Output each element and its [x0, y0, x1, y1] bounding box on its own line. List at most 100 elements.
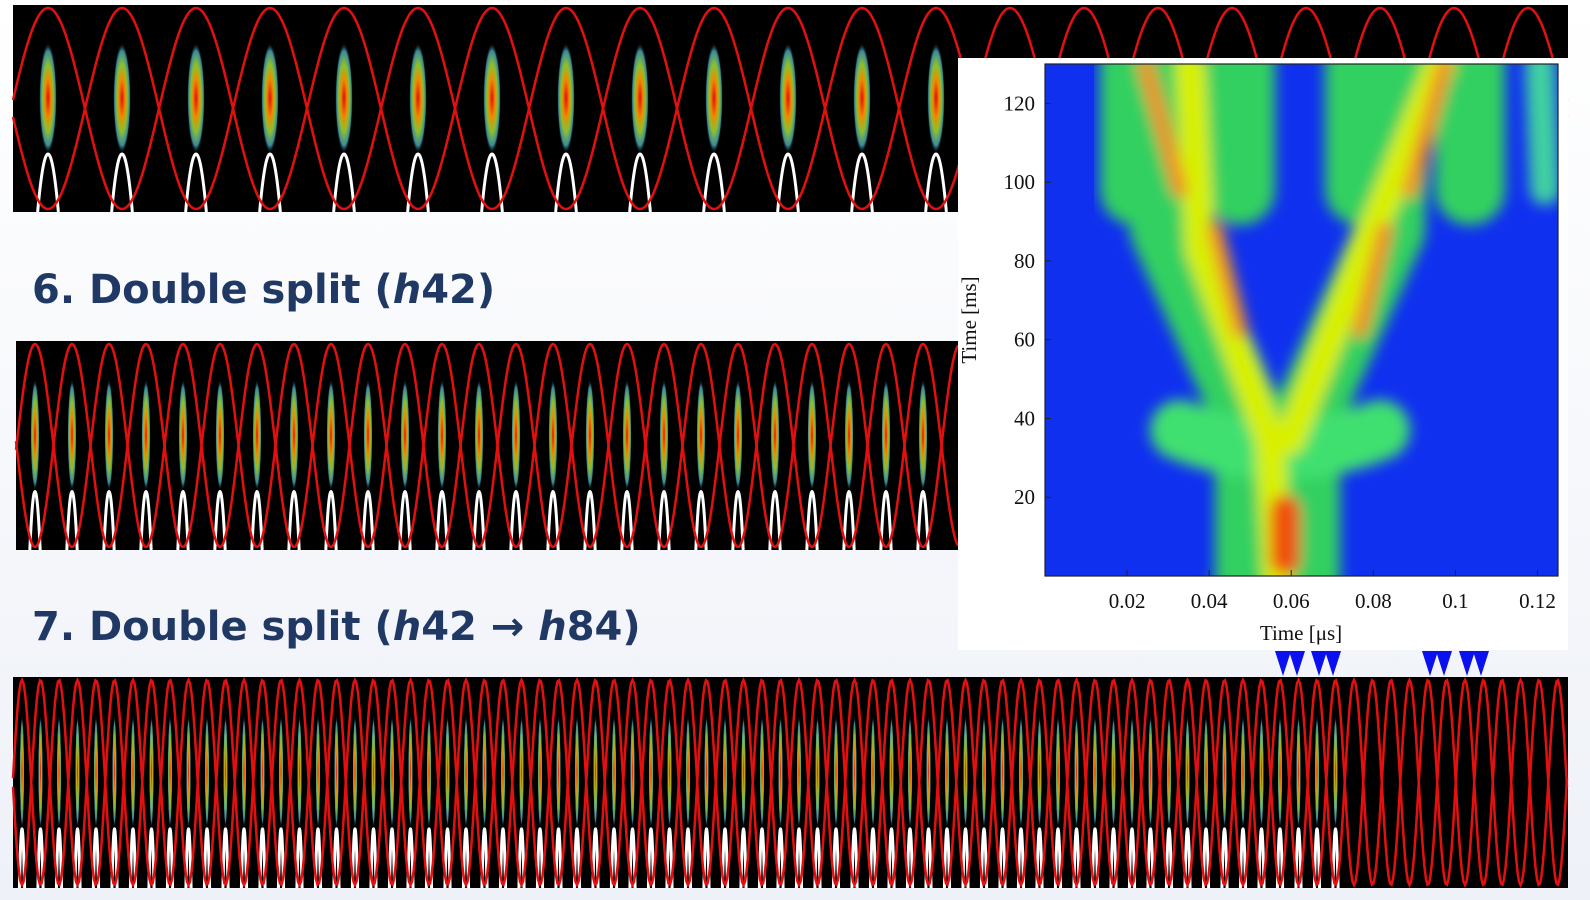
bucket-profile — [924, 152, 948, 213]
bunch — [261, 42, 279, 155]
bucket-profile — [258, 152, 282, 213]
bunch — [187, 42, 205, 155]
bucket-profile — [313, 827, 323, 889]
bunch — [215, 378, 225, 492]
bunch — [611, 714, 617, 829]
bunch — [67, 378, 77, 492]
bunch — [963, 714, 968, 829]
bucket-profile — [1331, 827, 1340, 889]
bucket-profile — [905, 827, 915, 889]
bunch — [149, 714, 154, 829]
bucket-profile — [1164, 827, 1174, 889]
bucket-profile — [36, 827, 45, 889]
bucket-profile — [1294, 827, 1303, 889]
bunch — [56, 714, 62, 829]
bunch — [363, 378, 373, 492]
bunch — [1296, 714, 1301, 829]
bucket-profile — [461, 827, 471, 889]
bunch — [112, 714, 117, 829]
bunch — [75, 714, 80, 829]
bucket-profile — [387, 827, 397, 889]
bunch — [622, 378, 632, 492]
bunch — [881, 378, 891, 492]
bucket-profile — [1220, 827, 1229, 889]
heading: 7. Double split (h42 → h84) — [32, 604, 641, 650]
x-tick-label: 0.04 — [1191, 589, 1228, 613]
bunch — [844, 378, 854, 492]
bunch — [585, 378, 595, 492]
bunch — [537, 714, 543, 829]
bunch — [371, 714, 376, 829]
bunch — [796, 714, 802, 829]
bucket-profile — [609, 827, 619, 889]
heatmap — [1045, 64, 1558, 576]
bucket-profile — [1053, 827, 1063, 889]
bunch — [93, 714, 99, 829]
bucket-profile — [91, 827, 101, 889]
bucket-profile — [73, 827, 82, 889]
bucket-profile — [1146, 827, 1155, 889]
bunch — [870, 714, 876, 829]
bunch — [500, 714, 506, 829]
bucket-profile — [979, 827, 989, 889]
bunch — [1111, 714, 1116, 829]
bunch — [223, 714, 228, 829]
rf-wave — [14, 342, 960, 549]
bucket-profile — [731, 490, 745, 551]
bucket-profile — [850, 827, 859, 889]
bucket-profile — [517, 827, 526, 889]
rf-wave — [11, 6, 1569, 211]
bucket-profile — [398, 490, 412, 551]
bucket-profile — [1016, 827, 1026, 889]
x-tick-label: 0.1 — [1442, 589, 1468, 613]
bunch — [1259, 714, 1264, 829]
bunch — [574, 714, 580, 829]
bunch — [483, 42, 501, 155]
bunch — [352, 714, 358, 829]
bucket-profile — [887, 827, 896, 889]
rf-wave — [14, 342, 960, 549]
bunch — [260, 714, 265, 829]
bucket-profile — [776, 152, 800, 213]
bunch — [252, 378, 262, 492]
x-tick-label: 0.08 — [1355, 589, 1392, 613]
bunch — [1277, 714, 1283, 829]
bunch — [1018, 714, 1024, 829]
bunch — [889, 714, 894, 829]
bunch — [853, 42, 871, 155]
bunch — [927, 42, 945, 155]
bunch — [705, 42, 723, 155]
bunch — [204, 714, 210, 829]
bucket-profile — [998, 827, 1007, 889]
bunch — [556, 714, 561, 829]
bucket-profile — [258, 827, 267, 889]
bunch — [944, 714, 950, 829]
bunch — [630, 714, 635, 829]
x-tick-label: 0.02 — [1109, 589, 1146, 613]
bucket-profile — [176, 490, 190, 551]
bucket-profile — [546, 490, 560, 551]
bunch — [1000, 714, 1005, 829]
bunch — [1166, 714, 1172, 829]
bucket-profile — [184, 152, 208, 213]
bucket-profile — [961, 827, 970, 889]
bunch — [463, 714, 469, 829]
bucket-profile — [665, 827, 674, 889]
bucket-profile — [406, 827, 415, 889]
y-tick-label: 20 — [1014, 485, 1035, 509]
bucket-profile — [646, 827, 656, 889]
y-tick-label: 60 — [1014, 328, 1035, 352]
axes: 0.02 0.04 0.06 0.08 0.1 0.12 20 40 60 80 100 120 — [1004, 91, 1556, 613]
x-tick-label: 0.06 — [1273, 589, 1310, 613]
heading: 6. Double split (h42) — [32, 267, 495, 313]
bucket-profile — [110, 152, 134, 213]
bunch — [241, 714, 247, 829]
bunch — [409, 42, 427, 155]
bucket-profile — [657, 490, 671, 551]
bucket-profile — [102, 490, 116, 551]
bunch — [1074, 714, 1079, 829]
bucket-profile — [583, 490, 597, 551]
bunch — [807, 378, 817, 492]
bunch — [659, 378, 669, 492]
